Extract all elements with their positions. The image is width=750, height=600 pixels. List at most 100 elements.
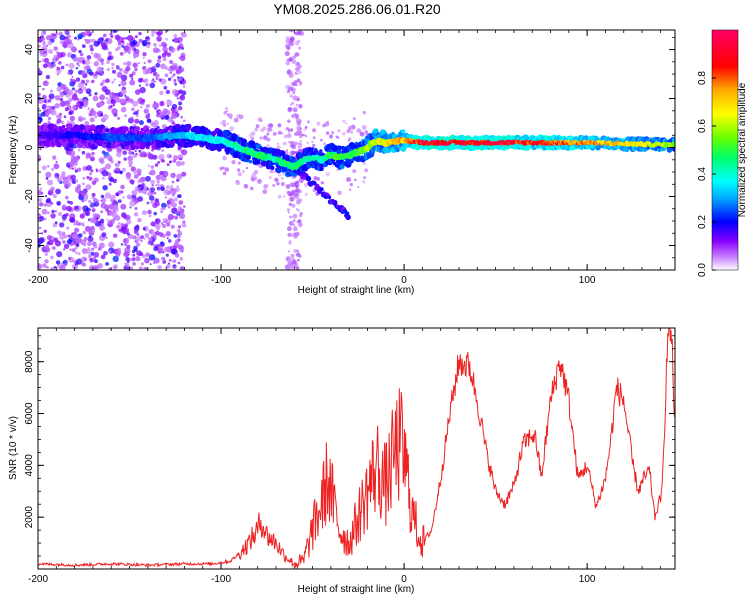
spectrogram-noise-point bbox=[259, 136, 263, 140]
snr-y-tick-label: 6000 bbox=[24, 402, 35, 425]
spectrogram-noise-point bbox=[101, 79, 106, 84]
spectrogram-noise-point bbox=[173, 37, 179, 43]
spectrogram-noise-point bbox=[55, 260, 61, 265]
spectrogram-noise-point bbox=[79, 213, 86, 219]
spectrogram-noise-point bbox=[348, 137, 352, 141]
spectrogram-noise-point bbox=[54, 103, 60, 109]
spectrogram-noise-point bbox=[85, 210, 91, 217]
spectrogram-noise-point bbox=[88, 172, 93, 176]
spectrogram-noise-point bbox=[74, 36, 78, 40]
spectrogram-noise-point bbox=[287, 226, 292, 232]
spectrogram-noise-point bbox=[124, 94, 127, 98]
spectrogram-noise-point bbox=[225, 107, 228, 110]
spectrogram-noise-point bbox=[147, 209, 152, 215]
spectrogram-noise-point bbox=[287, 119, 291, 123]
spectrogram-noise-point bbox=[131, 77, 134, 81]
spectrogram-noise-point bbox=[293, 223, 296, 226]
spectrogram-noise-point bbox=[158, 44, 162, 47]
spectrogram-noise-point bbox=[84, 38, 87, 41]
spectrogram-noise-point bbox=[153, 101, 157, 104]
spectrogram-noise-point bbox=[160, 207, 164, 211]
spectrogram-noise-point bbox=[165, 38, 168, 41]
spectrogram-noise-point bbox=[78, 117, 84, 123]
spectrogram-noise-point bbox=[164, 220, 167, 223]
spectrogram-noise-point bbox=[99, 210, 103, 213]
spectrogram-noise-point bbox=[156, 35, 163, 42]
spectrogram-noise-point bbox=[164, 172, 168, 176]
spectrogram-noise-point bbox=[175, 210, 180, 215]
spectrogram-noise-point bbox=[312, 143, 316, 147]
spectrogram-noise-point bbox=[77, 38, 80, 41]
spectrogram-noise-point bbox=[166, 163, 170, 167]
spectrogram-y-label: Frequency (Hz) bbox=[8, 116, 19, 185]
spectrogram-noise-point bbox=[127, 155, 133, 162]
spectrogram-noise-point bbox=[110, 105, 113, 108]
spectrogram-noise-point bbox=[148, 125, 151, 129]
spectrogram-noise-point bbox=[101, 150, 106, 154]
spectrogram-noise-point bbox=[148, 237, 153, 242]
spectrogram-noise-point bbox=[91, 195, 95, 199]
spectrogram-noise-point bbox=[342, 132, 346, 136]
spectrogram-noise-point bbox=[122, 150, 127, 155]
spectrogram-noise-point bbox=[54, 175, 58, 179]
spectrogram-noise-point bbox=[134, 212, 139, 217]
spectrogram-noise-point bbox=[146, 68, 152, 74]
spectrogram-noise-point bbox=[51, 155, 57, 161]
spectrogram-noise-point bbox=[165, 89, 171, 95]
spectrogram-noise-point bbox=[74, 236, 81, 243]
spectrogram-noise-point bbox=[154, 201, 160, 207]
spectrogram-noise-point bbox=[108, 250, 112, 253]
spectrogram-noise-point bbox=[145, 36, 149, 40]
spectrogram-noise-point bbox=[130, 166, 136, 172]
spectrogram-noise-point bbox=[172, 73, 176, 77]
spectrogram-noise-point bbox=[74, 246, 78, 250]
spectrogram-noise-point bbox=[162, 251, 165, 254]
spectrogram-noise-point bbox=[134, 110, 139, 116]
spectrogram-noise-point bbox=[293, 227, 298, 232]
spectrogram-noise-point bbox=[174, 197, 178, 202]
spectrogram-noise-point bbox=[132, 63, 138, 68]
spectrogram-noise-point bbox=[298, 254, 302, 258]
spectrogram-noise-point bbox=[102, 203, 106, 207]
spectrogram-noise-point bbox=[125, 174, 128, 177]
spectrogram-noise-point bbox=[89, 44, 94, 49]
spectrogram-noise-point bbox=[56, 200, 62, 206]
spectrogram-noise-point bbox=[117, 116, 121, 120]
spectrogram-noise-point bbox=[301, 133, 304, 137]
spectrogram-noise-point bbox=[151, 30, 156, 35]
spectrogram-noise-point bbox=[41, 208, 48, 215]
spectrogram-noise-point bbox=[152, 78, 155, 81]
spectrogram-noise-point bbox=[257, 117, 263, 122]
spectrogram-noise-point bbox=[286, 133, 292, 138]
spectrogram-noise-point bbox=[166, 222, 171, 227]
spectrogram-noise-point bbox=[291, 183, 296, 188]
spectrogram-noise-point bbox=[57, 52, 64, 59]
spectrogram-noise-point bbox=[142, 56, 145, 60]
spectrogram-noise-point bbox=[153, 246, 159, 252]
spectrogram-noise-point bbox=[71, 78, 75, 82]
spectrogram-noise-point bbox=[167, 205, 171, 209]
spectrogram-noise-point bbox=[178, 106, 183, 111]
spectrogram-noise-point bbox=[176, 97, 180, 100]
spectrogram-noise-point bbox=[237, 168, 241, 172]
spectrogram-noise-point bbox=[90, 80, 94, 83]
spectrogram-noise-point bbox=[110, 99, 117, 105]
spectrogram-noise-point bbox=[102, 167, 107, 171]
spectrogram-noise-point bbox=[157, 30, 163, 36]
spectrogram-noise-point bbox=[292, 219, 296, 222]
spectrogram-noise-point bbox=[178, 65, 182, 69]
spectrogram-noise-point bbox=[325, 171, 331, 177]
spectrogram-noise-point bbox=[335, 135, 339, 139]
spectrogram-noise-point bbox=[169, 47, 176, 53]
spectrogram-noise-point bbox=[288, 241, 292, 245]
spectrogram-noise-point bbox=[295, 113, 299, 118]
spectrogram-noise-point bbox=[138, 62, 141, 64]
spectrogram-noise-point bbox=[97, 263, 103, 269]
spectrogram-noise-point bbox=[74, 89, 78, 93]
spectrogram-noise-point bbox=[90, 71, 94, 75]
spectrogram-noise-point bbox=[43, 99, 47, 104]
spectrogram-noise-point bbox=[67, 200, 71, 204]
spectrogram-y-tick-label: 40 bbox=[24, 44, 35, 56]
spectrogram-noise-point bbox=[174, 253, 180, 258]
spectrogram-noise-point bbox=[286, 45, 291, 51]
